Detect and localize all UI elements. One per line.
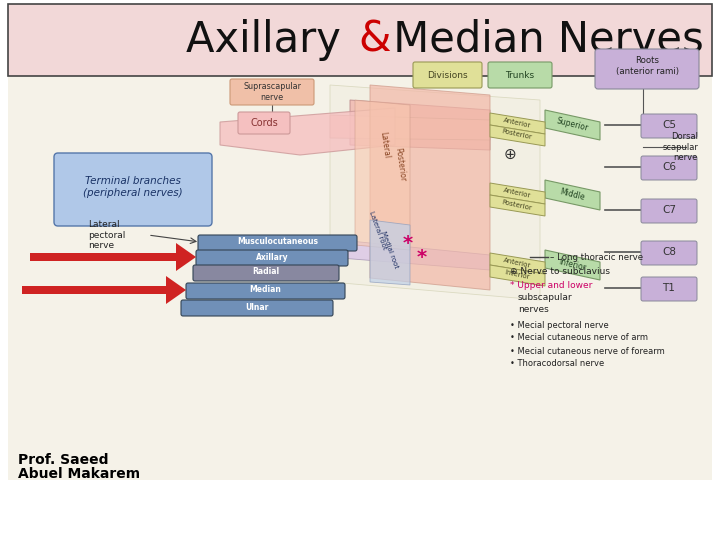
Text: Median Nerves: Median Nerves bbox=[380, 19, 703, 61]
Text: Medial root: Medial root bbox=[380, 231, 400, 269]
FancyBboxPatch shape bbox=[198, 235, 357, 251]
Text: Suprascapular
nerve: Suprascapular nerve bbox=[243, 82, 301, 102]
FancyBboxPatch shape bbox=[641, 156, 697, 180]
Text: Terminal branches
(peripheral nerves): Terminal branches (peripheral nerves) bbox=[84, 176, 183, 198]
Polygon shape bbox=[545, 110, 600, 140]
FancyBboxPatch shape bbox=[186, 283, 345, 299]
Text: Trunks: Trunks bbox=[505, 71, 534, 79]
Polygon shape bbox=[370, 220, 410, 285]
Text: Anterior: Anterior bbox=[503, 187, 531, 199]
Text: • Mecial cutaneous nerve of forearm: • Mecial cutaneous nerve of forearm bbox=[510, 347, 665, 355]
Text: Lateral: Lateral bbox=[379, 131, 392, 159]
Polygon shape bbox=[490, 253, 545, 274]
Text: *: * bbox=[403, 233, 413, 253]
Text: subscapular: subscapular bbox=[518, 294, 572, 302]
FancyBboxPatch shape bbox=[196, 250, 348, 266]
Text: Middle: Middle bbox=[559, 187, 585, 202]
Text: • Mecial pectoral nerve: • Mecial pectoral nerve bbox=[510, 321, 608, 329]
Text: Roots
(anterior rami): Roots (anterior rami) bbox=[616, 56, 678, 76]
Text: Divisions: Divisions bbox=[427, 71, 467, 79]
Text: Median: Median bbox=[250, 286, 282, 294]
Text: T1: T1 bbox=[662, 283, 675, 293]
Text: Posterior: Posterior bbox=[501, 199, 533, 211]
FancyBboxPatch shape bbox=[641, 241, 697, 265]
Text: Anterior: Anterior bbox=[503, 117, 531, 129]
FancyBboxPatch shape bbox=[238, 112, 290, 134]
Polygon shape bbox=[490, 125, 545, 146]
Text: Musculocutaneous: Musculocutaneous bbox=[237, 238, 318, 246]
FancyBboxPatch shape bbox=[230, 79, 314, 105]
Text: * Upper and lower: * Upper and lower bbox=[510, 281, 593, 291]
FancyBboxPatch shape bbox=[413, 62, 482, 88]
Text: Dorsal
scapular
nerve: Dorsal scapular nerve bbox=[662, 132, 698, 162]
FancyBboxPatch shape bbox=[181, 300, 333, 316]
Polygon shape bbox=[490, 265, 545, 286]
Text: • Thoracodorsal nerve: • Thoracodorsal nerve bbox=[510, 360, 604, 368]
Text: Posterior: Posterior bbox=[393, 147, 407, 183]
Text: Abuel Makarem: Abuel Makarem bbox=[18, 467, 140, 481]
Polygon shape bbox=[220, 108, 395, 155]
Text: ⊕ Nerve to subclavius: ⊕ Nerve to subclavius bbox=[510, 267, 610, 276]
Text: C7: C7 bbox=[662, 205, 676, 215]
Text: Axillary: Axillary bbox=[256, 253, 288, 261]
Text: Prof. Saeed: Prof. Saeed bbox=[18, 453, 109, 467]
FancyBboxPatch shape bbox=[488, 62, 552, 88]
Polygon shape bbox=[355, 100, 410, 250]
Text: Interior: Interior bbox=[504, 269, 530, 281]
FancyBboxPatch shape bbox=[54, 153, 212, 226]
Text: – Long thoracic nerve: – Long thoracic nerve bbox=[550, 253, 643, 261]
Text: Lateral
pectoral
nerve: Lateral pectoral nerve bbox=[88, 220, 125, 250]
Text: • Mecial cutaneous nerve of arm: • Mecial cutaneous nerve of arm bbox=[510, 334, 648, 342]
FancyBboxPatch shape bbox=[641, 114, 697, 138]
Polygon shape bbox=[545, 250, 600, 280]
Polygon shape bbox=[22, 276, 186, 304]
Text: Radial: Radial bbox=[253, 267, 279, 276]
Polygon shape bbox=[350, 100, 490, 150]
Text: Lateral root: Lateral root bbox=[368, 210, 388, 250]
Text: Anterior: Anterior bbox=[503, 257, 531, 269]
Polygon shape bbox=[30, 243, 196, 271]
Text: Ulnar: Ulnar bbox=[246, 302, 269, 312]
FancyBboxPatch shape bbox=[641, 199, 697, 223]
Text: Cords: Cords bbox=[250, 118, 278, 128]
Text: C8: C8 bbox=[662, 247, 676, 257]
Polygon shape bbox=[490, 183, 545, 204]
Text: ⊕: ⊕ bbox=[503, 146, 516, 161]
Bar bbox=[8, 76, 712, 480]
FancyBboxPatch shape bbox=[641, 277, 697, 301]
Polygon shape bbox=[490, 113, 545, 134]
Polygon shape bbox=[545, 180, 600, 210]
Text: &: & bbox=[358, 19, 390, 61]
Polygon shape bbox=[340, 240, 490, 270]
Text: *: * bbox=[417, 247, 427, 267]
Polygon shape bbox=[330, 85, 540, 300]
Text: C5: C5 bbox=[662, 120, 676, 130]
Polygon shape bbox=[330, 115, 490, 140]
FancyBboxPatch shape bbox=[595, 49, 699, 89]
Text: C6: C6 bbox=[662, 162, 676, 172]
Polygon shape bbox=[490, 195, 545, 216]
FancyBboxPatch shape bbox=[193, 265, 339, 281]
Text: Superior: Superior bbox=[555, 117, 589, 133]
Text: Axillary: Axillary bbox=[186, 19, 354, 61]
Text: Inferior: Inferior bbox=[557, 257, 587, 273]
Text: Posterior: Posterior bbox=[501, 128, 533, 140]
Text: nerves: nerves bbox=[518, 305, 549, 314]
Polygon shape bbox=[370, 85, 490, 290]
FancyBboxPatch shape bbox=[8, 4, 712, 76]
